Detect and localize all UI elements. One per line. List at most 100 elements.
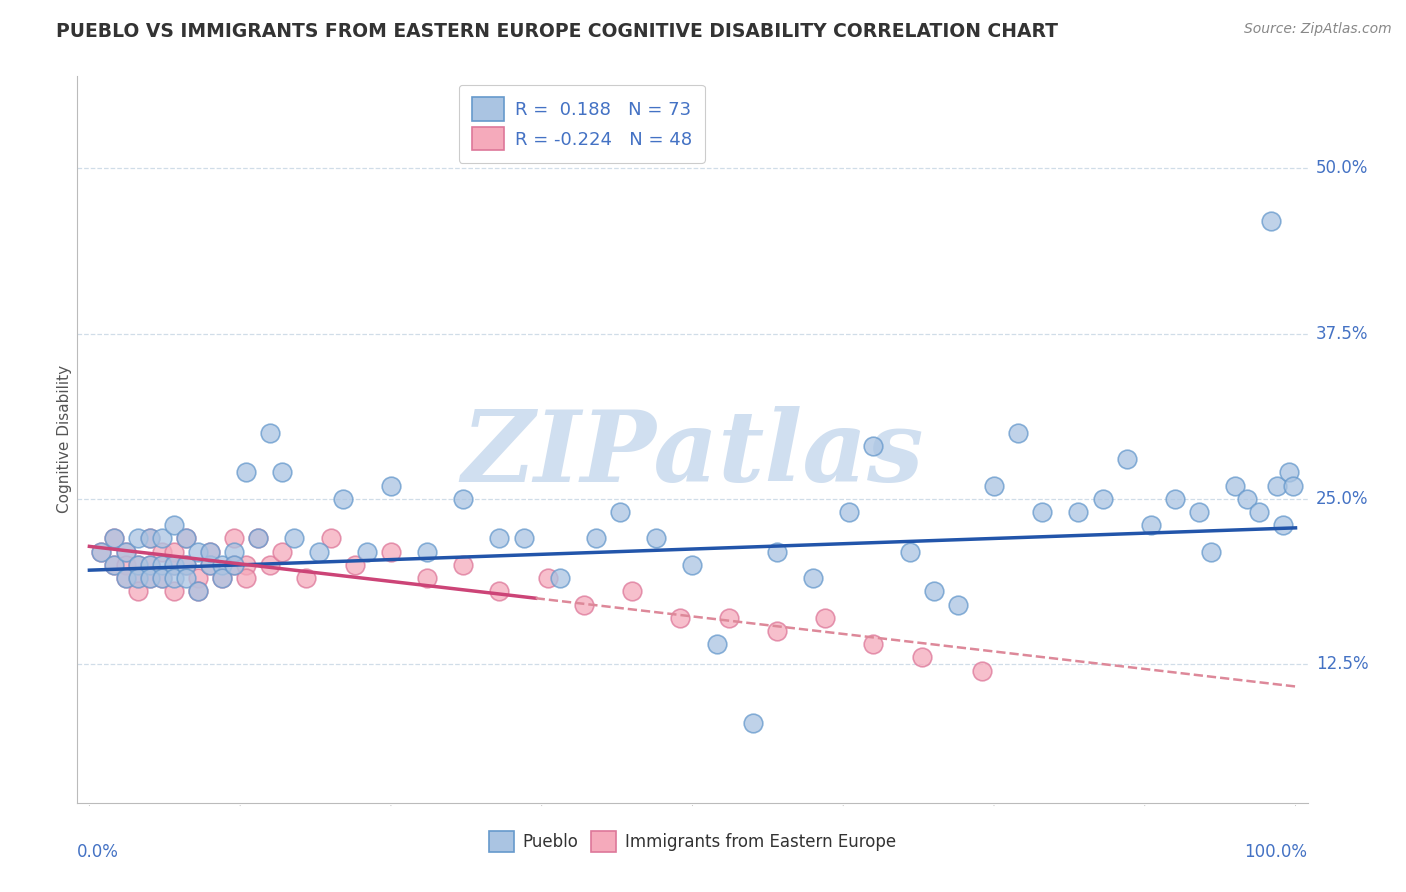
Point [548, 571, 571, 585]
Point [682, 558, 704, 572]
Legend: Pueblo, Immigrants from Eastern Europe: Pueblo, Immigrants from Eastern Europe [481, 823, 904, 860]
Point [103, 558, 125, 572]
Point [283, 532, 305, 546]
Text: ZIPatlas: ZIPatlas [461, 406, 924, 502]
Point [1236, 491, 1258, 506]
Point [898, 544, 921, 558]
Point [247, 532, 270, 546]
Point [138, 571, 160, 585]
Point [150, 532, 173, 546]
Point [114, 571, 136, 585]
Point [585, 532, 607, 546]
Point [741, 716, 763, 731]
Point [174, 532, 197, 546]
Point [127, 532, 149, 546]
Point [271, 466, 294, 480]
Point [1260, 214, 1282, 228]
Point [127, 558, 149, 572]
Point [983, 478, 1005, 492]
Point [138, 532, 160, 546]
Point [295, 571, 318, 585]
Point [247, 532, 270, 546]
Point [150, 571, 173, 585]
Point [862, 637, 884, 651]
Point [416, 571, 439, 585]
Point [187, 584, 209, 599]
Point [163, 571, 186, 585]
Point [114, 558, 136, 572]
Point [1188, 505, 1211, 519]
Text: PUEBLO VS IMMIGRANTS FROM EASTERN EUROPE COGNITIVE DISABILITY CORRELATION CHART: PUEBLO VS IMMIGRANTS FROM EASTERN EUROPE… [56, 22, 1059, 41]
Point [163, 558, 186, 572]
Point [103, 532, 125, 546]
Point [224, 558, 246, 572]
Point [319, 532, 342, 546]
Point [224, 532, 246, 546]
Point [766, 544, 789, 558]
Point [1091, 491, 1114, 506]
Point [138, 558, 160, 572]
Point [138, 571, 160, 585]
Text: 25.0%: 25.0% [1316, 490, 1368, 508]
Point [922, 584, 945, 599]
Point [801, 571, 824, 585]
Point [537, 571, 560, 585]
Y-axis label: Cognitive Disability: Cognitive Disability [56, 365, 72, 514]
Point [645, 532, 668, 546]
Text: 12.5%: 12.5% [1316, 655, 1368, 673]
Point [127, 584, 149, 599]
Point [488, 584, 510, 599]
Point [211, 558, 233, 572]
Point [1067, 505, 1090, 519]
Point [308, 544, 330, 558]
Point [163, 544, 186, 558]
Point [138, 558, 160, 572]
Text: Source: ZipAtlas.com: Source: ZipAtlas.com [1244, 22, 1392, 37]
Text: 0.0%: 0.0% [77, 843, 120, 861]
Point [706, 637, 728, 651]
Point [114, 544, 136, 558]
Point [271, 544, 294, 558]
Point [838, 505, 860, 519]
Point [910, 650, 932, 665]
Point [127, 571, 149, 585]
Point [356, 544, 378, 558]
Point [127, 571, 149, 585]
Point [114, 571, 136, 585]
Point [187, 584, 209, 599]
Point [1267, 478, 1289, 492]
Point [380, 478, 402, 492]
Point [150, 544, 173, 558]
Point [114, 544, 136, 558]
Point [235, 466, 257, 480]
Point [1031, 505, 1053, 519]
Point [163, 518, 186, 533]
Point [138, 532, 160, 546]
Point [198, 544, 221, 558]
Text: 37.5%: 37.5% [1316, 325, 1368, 343]
Point [150, 558, 173, 572]
Point [609, 505, 631, 519]
Point [814, 611, 837, 625]
Point [453, 491, 475, 506]
Point [512, 532, 534, 546]
Point [453, 558, 475, 572]
Point [163, 558, 186, 572]
Point [621, 584, 644, 599]
Point [103, 558, 125, 572]
Point [224, 558, 246, 572]
Point [198, 558, 221, 572]
Point [970, 664, 993, 678]
Point [235, 571, 257, 585]
Point [259, 558, 281, 572]
Point [235, 558, 257, 572]
Point [488, 532, 510, 546]
Point [717, 611, 740, 625]
Point [90, 544, 112, 558]
Point [90, 544, 112, 558]
Point [187, 571, 209, 585]
Point [416, 544, 439, 558]
Point [211, 571, 233, 585]
Point [174, 532, 197, 546]
Point [343, 558, 366, 572]
